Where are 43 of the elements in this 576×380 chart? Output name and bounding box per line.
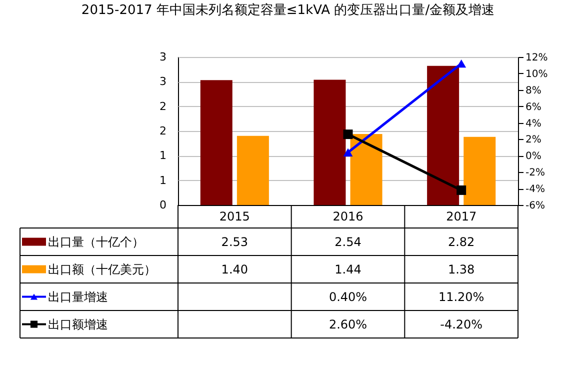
chart-title: 2015-2017 年中国未列名额定容量≤1kVA 的变压器出口量/金额及增速	[81, 2, 495, 18]
y2-tick-label: -4%	[526, 184, 545, 196]
data-label: 1.38	[448, 262, 475, 276]
point	[343, 130, 353, 140]
y-tick-label: 3	[160, 50, 166, 64]
y2-tick-label: 2%	[526, 134, 542, 146]
data-label: -4.20%	[440, 317, 483, 332]
x-tick-label: 2017	[446, 210, 477, 224]
x-tick-label: 2015	[219, 210, 250, 224]
data-label: 2.82	[448, 234, 475, 249]
y2-tick-label: -6%	[526, 200, 545, 212]
y2-tick-label: 8%	[526, 85, 542, 96]
y-tick-label: 0	[160, 198, 166, 212]
y-tick-label: 2	[160, 124, 166, 138]
y2-tick-label: -2%	[526, 168, 545, 179]
bar	[236, 136, 269, 205]
data-label: 1.40	[221, 262, 248, 276]
y2-tick-label: 6%	[526, 102, 542, 113]
bar	[350, 134, 382, 205]
data-label: 0.40%	[328, 290, 368, 304]
legend-label: 出口额增速	[48, 317, 108, 332]
y2-tick-label: 0%	[526, 151, 542, 162]
y-tick-label: 1	[160, 174, 166, 187]
point	[456, 185, 466, 195]
y2-tick-label: 12%	[526, 52, 548, 64]
y2-tick-label: 4%	[526, 118, 542, 130]
data-label: 11.20%	[438, 290, 484, 304]
bar	[464, 136, 496, 205]
x-tick-label: 2016	[332, 210, 364, 224]
y2-tick-label: 10%	[526, 68, 548, 80]
bar	[314, 80, 346, 205]
data-label: 2.53	[221, 234, 248, 249]
y-tick-label: 3	[160, 75, 166, 88]
bar	[200, 80, 232, 205]
y-tick-label: 1	[160, 149, 166, 162]
bar	[427, 66, 460, 205]
data-label: 1.44	[334, 262, 362, 276]
legend-label: 出口量（十亿个）	[48, 234, 144, 249]
data-label: 2.54	[334, 234, 362, 249]
data-label: 2.60%	[328, 317, 368, 332]
legend-label: 出口额（十亿美元）	[48, 262, 156, 276]
legend-label: 出口量增速	[48, 290, 108, 304]
y-tick-label: 2	[160, 100, 166, 113]
